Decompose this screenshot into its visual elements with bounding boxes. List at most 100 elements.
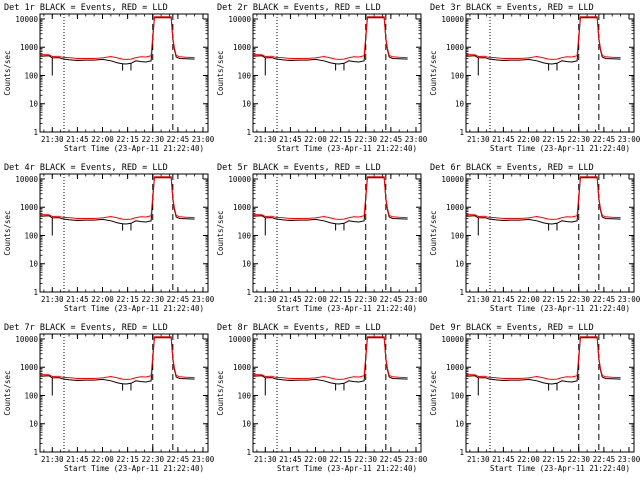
x-tick-label: 21:30 [467, 455, 490, 464]
x-tick-label: 22:00 [304, 295, 327, 304]
y-tick-label: 10000 [228, 15, 251, 24]
x-tick-label: 22:15 [329, 295, 352, 304]
y-tick-label: 10000 [441, 15, 464, 24]
y-tick-label: 10000 [15, 175, 38, 184]
plot-frame [252, 13, 422, 133]
y-axis-label: Counts/sec [3, 370, 12, 415]
x-tick-label: 23:00 [192, 295, 215, 304]
panel-det-9r: Det 9r BLACK = Events, RED = LLD 1 10 100 10… [429, 323, 640, 473]
lld-series-line [466, 336, 621, 380]
x-tick-label: 22:30 [567, 455, 590, 464]
y-tick-label: 10000 [228, 175, 251, 184]
y-axis-label: Counts/sec [429, 370, 438, 415]
panel-title: Det 2r BLACK = Events, RED = LLD [217, 3, 381, 13]
panel-title: Det 8r BLACK = Events, RED = LLD [217, 323, 381, 333]
x-tick-label: 22:00 [517, 135, 540, 144]
y-tick-label: 1000 [20, 363, 39, 372]
x-tick-label: 22:15 [542, 135, 565, 144]
x-tick-label: 23:00 [618, 455, 640, 464]
x-tick-label: 22:15 [329, 455, 352, 464]
x-tick-label: 22:00 [304, 455, 327, 464]
y-axis-label: Counts/sec [216, 370, 225, 415]
x-tick-label: 22:00 [91, 295, 114, 304]
x-tick-label: 22:45 [380, 455, 403, 464]
x-tick-label: 21:45 [66, 455, 89, 464]
x-tick-label: 23:00 [405, 455, 428, 464]
x-tick-label: 22:00 [517, 455, 540, 464]
y-tick-label: 10 [29, 260, 39, 269]
x-axis-label: Start Time (23-Apr-11 21:22:40) [490, 304, 630, 313]
x-axis-label: Start Time (23-Apr-11 21:22:40) [64, 464, 204, 473]
y-tick-label: 10 [29, 100, 39, 109]
x-tick-label: 23:00 [192, 455, 215, 464]
panel-title: Det 1r BLACK = Events, RED = LLD [4, 3, 168, 13]
x-axis-label: Start Time (23-Apr-11 21:22:40) [64, 304, 204, 313]
x-tick-label: 21:30 [41, 455, 64, 464]
x-axis-label: Start Time (23-Apr-11 21:22:40) [490, 144, 630, 153]
y-tick-label: 1 [33, 288, 38, 297]
x-tick-label: 22:00 [517, 295, 540, 304]
x-tick-label: 22:30 [567, 295, 590, 304]
y-tick-label: 10 [29, 420, 39, 429]
lld-series-line [253, 16, 408, 60]
panel-det-7r: Det 7r BLACK = Events, RED = LLD 1 10 100 10… [3, 323, 215, 473]
x-tick-label: 23:00 [405, 295, 428, 304]
y-tick-label: 100 [450, 71, 464, 80]
y-tick-label: 1000 [446, 43, 465, 52]
y-tick-label: 1000 [446, 203, 465, 212]
y-tick-label: 100 [24, 391, 38, 400]
y-tick-label: 1000 [20, 203, 39, 212]
lld-series-line [40, 16, 195, 60]
panel-det-6r: Det 6r BLACK = Events, RED = LLD 1 10 100 10… [429, 163, 640, 313]
panel-det-3r: Det 3r BLACK = Events, RED = LLD 1 10 100 10… [429, 3, 640, 153]
panel-title: Det 3r BLACK = Events, RED = LLD [430, 3, 594, 13]
y-tick-label: 1000 [233, 43, 252, 52]
x-tick-label: 22:30 [354, 295, 377, 304]
y-axis-label: Counts/sec [3, 210, 12, 255]
y-tick-label: 1 [33, 128, 38, 137]
x-tick-label: 22:45 [380, 135, 403, 144]
y-tick-label: 10 [242, 260, 252, 269]
y-tick-label: 10 [455, 100, 465, 109]
panel-det-4r: Det 4r BLACK = Events, RED = LLD 1 10 100 10… [3, 163, 215, 313]
panel-det-5r: Det 5r BLACK = Events, RED = LLD 1 10 100 10… [216, 163, 428, 313]
x-tick-label: 22:30 [141, 135, 164, 144]
plot-frame [39, 173, 209, 293]
x-tick-label: 22:45 [167, 135, 190, 144]
y-axis-label: Counts/sec [216, 210, 225, 255]
x-tick-label: 22:30 [141, 455, 164, 464]
x-tick-label: 23:00 [405, 135, 428, 144]
y-tick-label: 1 [246, 448, 251, 457]
y-tick-label: 1000 [20, 43, 39, 52]
x-tick-label: 21:45 [492, 135, 515, 144]
y-tick-label: 1 [459, 448, 464, 457]
x-tick-label: 22:00 [91, 135, 114, 144]
y-tick-label: 1000 [233, 363, 252, 372]
y-tick-label: 10000 [441, 175, 464, 184]
x-axis-label: Start Time (23-Apr-11 21:22:40) [490, 464, 630, 473]
x-tick-label: 22:00 [91, 455, 114, 464]
x-tick-label: 21:30 [467, 295, 490, 304]
x-tick-label: 22:30 [354, 455, 377, 464]
x-tick-label: 22:30 [141, 295, 164, 304]
x-tick-label: 21:45 [279, 135, 302, 144]
y-tick-label: 100 [450, 391, 464, 400]
x-tick-label: 21:30 [467, 135, 490, 144]
lld-series-line [253, 336, 408, 380]
panel-title: Det 7r BLACK = Events, RED = LLD [4, 323, 168, 333]
panel-det-8r: Det 8r BLACK = Events, RED = LLD 1 10 100 10… [216, 323, 428, 473]
x-tick-label: 22:15 [542, 295, 565, 304]
x-tick-label: 21:30 [254, 295, 277, 304]
x-tick-label: 21:45 [492, 295, 515, 304]
x-tick-label: 22:15 [542, 455, 565, 464]
x-tick-label: 22:15 [116, 295, 139, 304]
plot-frame [39, 333, 209, 453]
x-tick-label: 22:45 [380, 295, 403, 304]
panel-title: Det 4r BLACK = Events, RED = LLD [4, 163, 168, 173]
x-tick-label: 22:30 [567, 135, 590, 144]
x-tick-label: 21:45 [279, 455, 302, 464]
panel-det-1r: Det 1r BLACK = Events, RED = LLD 1 10 100 10… [3, 3, 215, 153]
x-tick-label: 21:45 [66, 135, 89, 144]
y-tick-label: 10000 [15, 335, 38, 344]
x-tick-label: 21:30 [254, 135, 277, 144]
